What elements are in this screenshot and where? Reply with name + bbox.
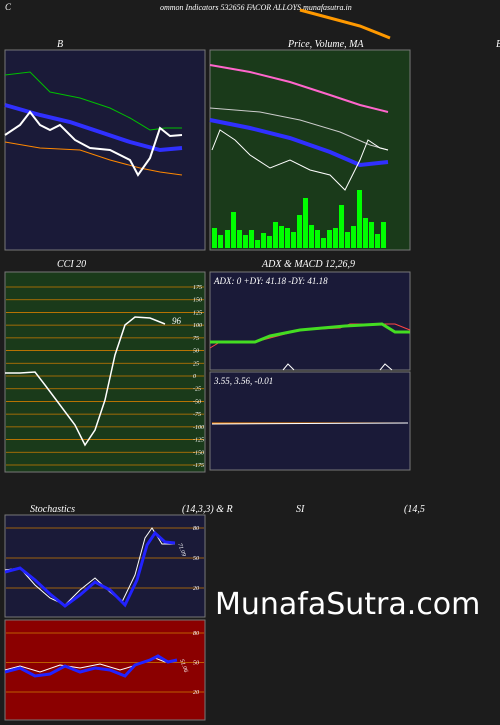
rsi-line <box>4 654 178 678</box>
middle-band <box>4 103 183 153</box>
level-label: 175 <box>193 285 202 291</box>
macd-line <box>211 422 409 425</box>
level-label: 25 <box>193 361 199 367</box>
level-label: 125 <box>193 310 202 316</box>
watermark: MunafaSutra.com <box>215 587 480 622</box>
stoch-panel <box>4 514 206 618</box>
adx-panel <box>209 271 411 371</box>
ma-grey <box>209 107 389 151</box>
rsi-last: 51.06 <box>178 659 188 674</box>
price-line <box>211 129 389 191</box>
level-label: -150 <box>193 450 204 456</box>
price-line <box>4 110 183 177</box>
price-panel <box>209 49 411 251</box>
level-label: 50 <box>193 556 199 562</box>
level-label: 80 <box>193 526 199 532</box>
ma-blue <box>209 118 389 168</box>
level-label: 150 <box>193 298 202 304</box>
stoch-title: Stochastics <box>30 504 75 515</box>
stoch-last: 71.09 <box>176 543 186 558</box>
level-label: -50 <box>193 399 201 405</box>
cci-title: CCI 20 <box>57 259 86 270</box>
rsi-params: (14,5 <box>404 504 425 515</box>
price-title: Price, Volume, MA <box>287 39 364 50</box>
cci-panel <box>4 271 206 473</box>
adx-humps <box>282 363 393 371</box>
stoch-params: (14,3,3) & R <box>182 504 233 515</box>
macd-panel <box>209 371 411 471</box>
macd-text: 3.55, 3.56, -0.01 <box>213 376 273 386</box>
level-label: 0 <box>193 374 196 380</box>
bollinger-title: B <box>57 39 63 50</box>
level-label: -125 <box>193 438 204 444</box>
header-title: ommon Indicators 532656 FACOR ALLOYS mun… <box>160 3 352 12</box>
stoch-d <box>4 530 176 608</box>
header-left: C <box>5 2 12 12</box>
volume-bars <box>212 190 386 248</box>
level-label: 20 <box>193 586 199 592</box>
level-label: -25 <box>193 387 201 393</box>
level-label: 80 <box>193 631 199 637</box>
level-label: -75 <box>193 412 201 418</box>
cci-line <box>5 316 166 447</box>
plus-dy <box>210 322 410 344</box>
adx-title: ADX & MACD 12,26,9 <box>261 259 355 270</box>
cci-last: 96 <box>172 316 182 326</box>
level-label: -100 <box>193 425 204 431</box>
edge-label: B <box>496 39 500 50</box>
rsi-smooth <box>4 657 176 673</box>
adx-text: ADX: 0 +DY: 41.18 -DY: 41.18 <box>213 276 328 286</box>
level-label: 50 <box>193 349 199 355</box>
lower-band <box>4 141 183 176</box>
level-label: 50 <box>193 661 199 667</box>
rsi-title: SI <box>296 504 305 515</box>
level-label: 100 <box>193 323 202 329</box>
level-label: -175 <box>193 463 204 469</box>
level-label: 75 <box>193 336 199 342</box>
orange-stripe <box>299 8 391 40</box>
level-label: 20 <box>193 690 199 696</box>
ma-pink <box>209 64 389 113</box>
